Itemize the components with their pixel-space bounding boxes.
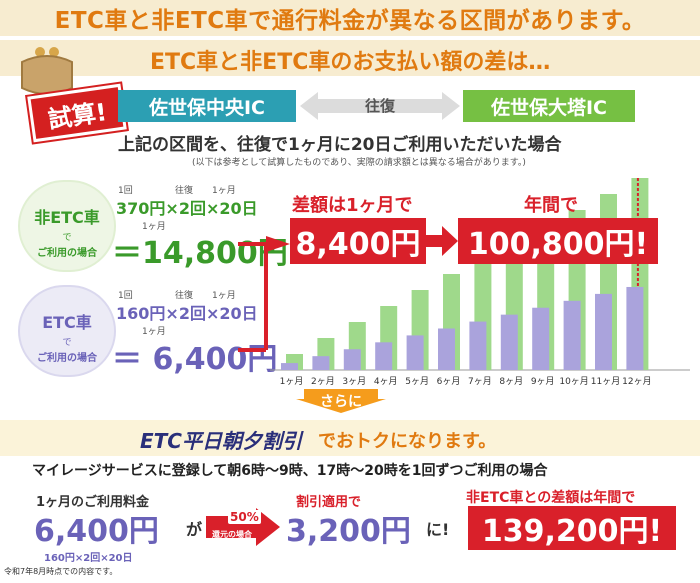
- etc-bar: [406, 335, 424, 370]
- non-etc-card: 非ETC車 で ご利用の場合: [18, 180, 116, 272]
- non-etc-calc: 370円×2回×20日: [116, 195, 258, 219]
- disclaimer-note: (以下は参考として試算したものであり、実際の請求額とは異なる場合があります。): [192, 158, 526, 168]
- etc-discount-name: ETC平日朝夕割引: [140, 429, 302, 453]
- month-tick-label: 6ヶ月: [437, 376, 461, 387]
- etc-round-label: 往復: [175, 291, 194, 301]
- sarani-text: さらに: [320, 394, 362, 410]
- etc-card: ETC車 で ご利用の場合: [18, 285, 116, 377]
- etc-times-2: ×: [205, 304, 220, 323]
- etc-bar: [312, 356, 330, 370]
- condition-text: 上記の区間を、往復で1ヶ月に20日ご利用いただいた場合: [118, 135, 562, 155]
- route-between: 往復: [364, 97, 395, 115]
- non-etc-total: ＝14,800円: [112, 236, 288, 271]
- etc-bar: [532, 307, 550, 370]
- cumulative-cost-chart: 1ヶ月 2ヶ月 3ヶ月 4ヶ月 5ヶ月 6ヶ月 7ヶ月 8ヶ月 9ヶ月 10ヶ月 11ヶ月 12ヶ月: [270, 178, 690, 387]
- diff-month-value: 8,400円: [290, 218, 426, 264]
- diff-year-value: 100,800円!: [458, 218, 658, 264]
- particle-ga: が: [186, 520, 203, 539]
- discounted-value: 3,200円: [286, 514, 411, 549]
- etc-bar: [343, 349, 361, 370]
- etc-times-1: ×: [165, 304, 179, 323]
- etc-bar: [626, 286, 644, 370]
- non-etc-month-label: 1ヶ月: [212, 186, 236, 196]
- coin-purse-icon: [21, 47, 73, 95]
- non-etc-round-label: 往復: [175, 186, 194, 196]
- monthly-fee-value: 6,400円: [34, 514, 159, 549]
- month-tick-label: 5ヶ月: [405, 376, 429, 387]
- etc-price: 160円: [116, 304, 166, 323]
- pct-value: 50%: [228, 510, 261, 524]
- fee-breakdown: 160円×2回×20日: [44, 553, 133, 564]
- non-etc-times-1: ×: [165, 199, 179, 218]
- connector-arrow-icon: [238, 236, 290, 352]
- month-tick-label: 8ヶ月: [499, 376, 523, 387]
- month-tick-label: 12ヶ月: [622, 376, 651, 387]
- etc-bar: [595, 293, 612, 370]
- non-etc-card-title: 非ETC車: [34, 208, 100, 227]
- month-tick-label: 11ヶ月: [591, 376, 620, 387]
- month-tick-label: 2ヶ月: [311, 376, 335, 387]
- etc-calc: 160円×2回×20日: [116, 300, 258, 324]
- route-to: 佐世保大塔IC: [463, 90, 635, 122]
- etc-card-title: ETC車: [42, 313, 92, 332]
- non-etc-card-de: で: [62, 233, 72, 243]
- non-etc-price: 370円: [116, 199, 166, 218]
- mileage-condition: マイレージサービスに登録して朝6時～9時、17時～20時を1回ずつご利用の場合: [32, 463, 548, 479]
- month-tick-label: 4ヶ月: [374, 376, 398, 387]
- headline-banner: ETC車と非ETC車で通行料金が異なる区間があります。: [0, 0, 700, 36]
- annual-diff-label: 非ETC車との差額は年間で: [466, 490, 636, 506]
- etc-card-use: ご利用の場合: [37, 353, 97, 364]
- etc-bar: [500, 314, 518, 370]
- headline: ETC車と非ETC車で通行料金が異なる区間があります。: [54, 8, 646, 34]
- non-etc-round: 2回: [178, 199, 206, 218]
- non-etc-card-use: ご利用の場合: [37, 248, 97, 259]
- etc-eq-label: 1ヶ月: [142, 327, 166, 337]
- discount-label: 割引適用で: [296, 495, 362, 510]
- annual-diff-value: 139,200円!: [468, 506, 676, 550]
- etc-round: 2回: [178, 304, 206, 323]
- non-etc-eq-label: 1ヶ月: [142, 222, 166, 232]
- month-tick-label: 7ヶ月: [468, 376, 492, 387]
- etc-card-de: で: [62, 338, 72, 348]
- etc-bar: [281, 363, 298, 370]
- etc-month-label: 1ヶ月: [212, 291, 236, 301]
- non-etc-once-label: 1回: [118, 186, 133, 196]
- non-etc-times-2: ×: [205, 199, 220, 218]
- subheadline-banner: ETC車と非ETC車のお支払い額の差は…: [0, 40, 700, 76]
- month-tick-label: 10ヶ月: [559, 376, 588, 387]
- pct-sub: 還元の場合: [212, 530, 252, 539]
- route-from: 佐世保中央IC: [118, 90, 296, 122]
- month-tick-label: 9ヶ月: [531, 376, 555, 387]
- etc-days: 20日: [219, 304, 258, 323]
- non-etc-days: 20日: [219, 199, 258, 218]
- etc-discount-tail: でおトクになります。: [318, 431, 497, 452]
- particle-ni: に!: [426, 520, 450, 539]
- diff-year-label: 年間で: [524, 195, 578, 216]
- sarani-arrow-icon: [296, 389, 386, 413]
- arrow-right-icon: [426, 226, 458, 256]
- etc-bar: [375, 342, 393, 370]
- etc-bar: [438, 328, 455, 370]
- etc-once-label: 1回: [118, 291, 133, 301]
- etc-total: ＝ 6,400円: [112, 342, 278, 377]
- etc-bar: [469, 321, 487, 370]
- month-tick-label: 1ヶ月: [280, 376, 304, 387]
- monthly-fee-label: 1ヶ月のご利用料金: [36, 495, 150, 510]
- diff-month-label: 差額は1ヶ月で: [292, 195, 413, 216]
- footnote: 令和7年8月時点での内容です。: [4, 567, 118, 576]
- etc-bar: [563, 300, 581, 370]
- round-trip-arrow-icon: [300, 92, 460, 120]
- etc-discount-banner: [0, 420, 700, 456]
- fifty-percent-arrow-icon: [206, 508, 280, 546]
- month-tick-label: 3ヶ月: [342, 376, 366, 387]
- subheadline: ETC車と非ETC車のお支払い額の差は…: [150, 50, 551, 75]
